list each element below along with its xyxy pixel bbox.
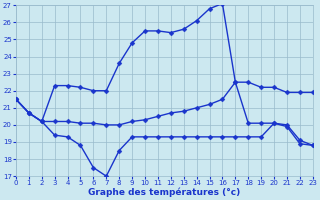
X-axis label: Graphe des températures (°c): Graphe des températures (°c): [88, 188, 241, 197]
